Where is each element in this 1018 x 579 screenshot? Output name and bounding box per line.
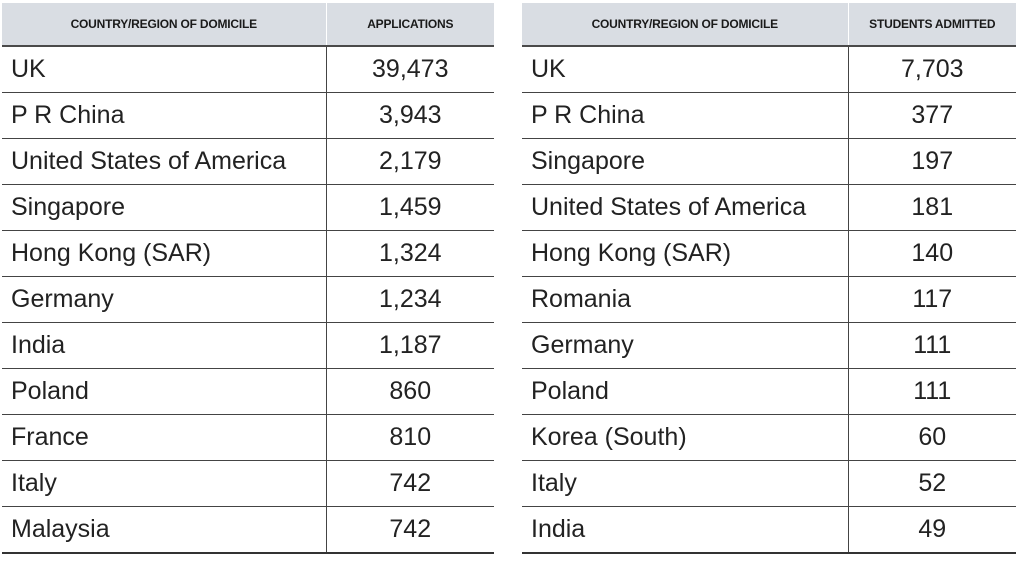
country-cell: Italy bbox=[2, 460, 327, 507]
country-cell: Malaysia bbox=[2, 506, 327, 554]
value-cell: 742 bbox=[326, 506, 494, 554]
country-cell: P R China bbox=[522, 92, 849, 139]
value-cell: 181 bbox=[848, 184, 1016, 231]
value-cell: 1,234 bbox=[326, 276, 494, 323]
country-cell: United States of America bbox=[2, 138, 327, 185]
value-cell: 2,179 bbox=[326, 138, 494, 185]
value-cell: 1,459 bbox=[326, 184, 494, 231]
value-cell: 377 bbox=[848, 92, 1016, 139]
table-row: India 49 bbox=[522, 506, 1016, 554]
value-cell: 7,703 bbox=[848, 46, 1016, 93]
country-cell: France bbox=[2, 414, 327, 461]
value-cell: 117 bbox=[848, 276, 1016, 323]
country-cell: Singapore bbox=[2, 184, 327, 231]
applications-column-header: APPLICATIONS bbox=[326, 3, 494, 47]
table-row: Italy 52 bbox=[522, 460, 1016, 507]
country-cell: Germany bbox=[2, 276, 327, 323]
table-row: Poland 860 bbox=[2, 368, 494, 415]
value-cell: 60 bbox=[848, 414, 1016, 461]
country-cell: P R China bbox=[2, 92, 327, 139]
table-row: Poland 111 bbox=[522, 368, 1016, 415]
value-cell: 140 bbox=[848, 230, 1016, 277]
table-row: Hong Kong (SAR) 1,324 bbox=[2, 230, 494, 277]
country-cell: Hong Kong (SAR) bbox=[522, 230, 849, 277]
students-admitted-column-header: STUDENTS ADMITTED bbox=[848, 3, 1016, 47]
table-row: United States of America 2,179 bbox=[2, 138, 494, 185]
value-cell: 1,324 bbox=[326, 230, 494, 277]
country-column-header: COUNTRY/REGION OF DOMICILE bbox=[522, 3, 849, 47]
country-cell: India bbox=[522, 506, 849, 554]
table-row: Germany 1,234 bbox=[2, 276, 494, 323]
country-cell: India bbox=[2, 322, 327, 369]
table-row: Italy 742 bbox=[2, 460, 494, 507]
table-row: India 1,187 bbox=[2, 322, 494, 369]
country-cell: Poland bbox=[2, 368, 327, 415]
value-cell: 49 bbox=[848, 506, 1016, 554]
table-row: Hong Kong (SAR) 140 bbox=[522, 230, 1016, 277]
table-row: Germany 111 bbox=[522, 322, 1016, 369]
students-admitted-table-body: UK 7,703 P R China 377 Singapore 197 United St… bbox=[522, 46, 1016, 554]
country-cell: United States of America bbox=[522, 184, 849, 231]
table-row: United States of America 181 bbox=[522, 184, 1016, 231]
header-row: COUNTRY/REGION OF DOMICILE STUDENTS ADMI… bbox=[522, 3, 1016, 47]
table-row: Singapore 197 bbox=[522, 138, 1016, 185]
table-row: Malaysia 742 bbox=[2, 506, 494, 554]
table-row: Korea (South) 60 bbox=[522, 414, 1016, 461]
country-cell: Italy bbox=[522, 460, 849, 507]
applications-table: COUNTRY/REGION OF DOMICILE APPLICATIONS … bbox=[2, 3, 494, 554]
value-cell: 810 bbox=[326, 414, 494, 461]
table-row: P R China 377 bbox=[522, 92, 1016, 139]
table-row: UK 7,703 bbox=[522, 46, 1016, 93]
country-cell: Singapore bbox=[522, 138, 849, 185]
country-cell: Germany bbox=[522, 322, 849, 369]
header-row: COUNTRY/REGION OF DOMICILE APPLICATIONS bbox=[2, 3, 494, 47]
country-cell: UK bbox=[522, 46, 849, 93]
table-row: P R China 3,943 bbox=[2, 92, 494, 139]
value-cell: 742 bbox=[326, 460, 494, 507]
table-row: Romania 117 bbox=[522, 276, 1016, 323]
country-cell: Hong Kong (SAR) bbox=[2, 230, 327, 277]
value-cell: 860 bbox=[326, 368, 494, 415]
value-cell: 111 bbox=[848, 322, 1016, 369]
table-row: France 810 bbox=[2, 414, 494, 461]
students-admitted-table: COUNTRY/REGION OF DOMICILE STUDENTS ADMI… bbox=[522, 3, 1016, 554]
value-cell: 3,943 bbox=[326, 92, 494, 139]
applications-table-body: UK 39,473 P R China 3,943 United States of A… bbox=[2, 46, 494, 554]
value-cell: 111 bbox=[848, 368, 1016, 415]
country-cell: UK bbox=[2, 46, 327, 93]
table-row: Singapore 1,459 bbox=[2, 184, 494, 231]
value-cell: 52 bbox=[848, 460, 1016, 507]
table-row: UK 39,473 bbox=[2, 46, 494, 93]
value-cell: 1,187 bbox=[326, 322, 494, 369]
country-cell: Korea (South) bbox=[522, 414, 849, 461]
country-cell: Poland bbox=[522, 368, 849, 415]
country-cell: Romania bbox=[522, 276, 849, 323]
value-cell: 39,473 bbox=[326, 46, 494, 93]
country-column-header: COUNTRY/REGION OF DOMICILE bbox=[2, 3, 327, 47]
value-cell: 197 bbox=[848, 138, 1016, 185]
